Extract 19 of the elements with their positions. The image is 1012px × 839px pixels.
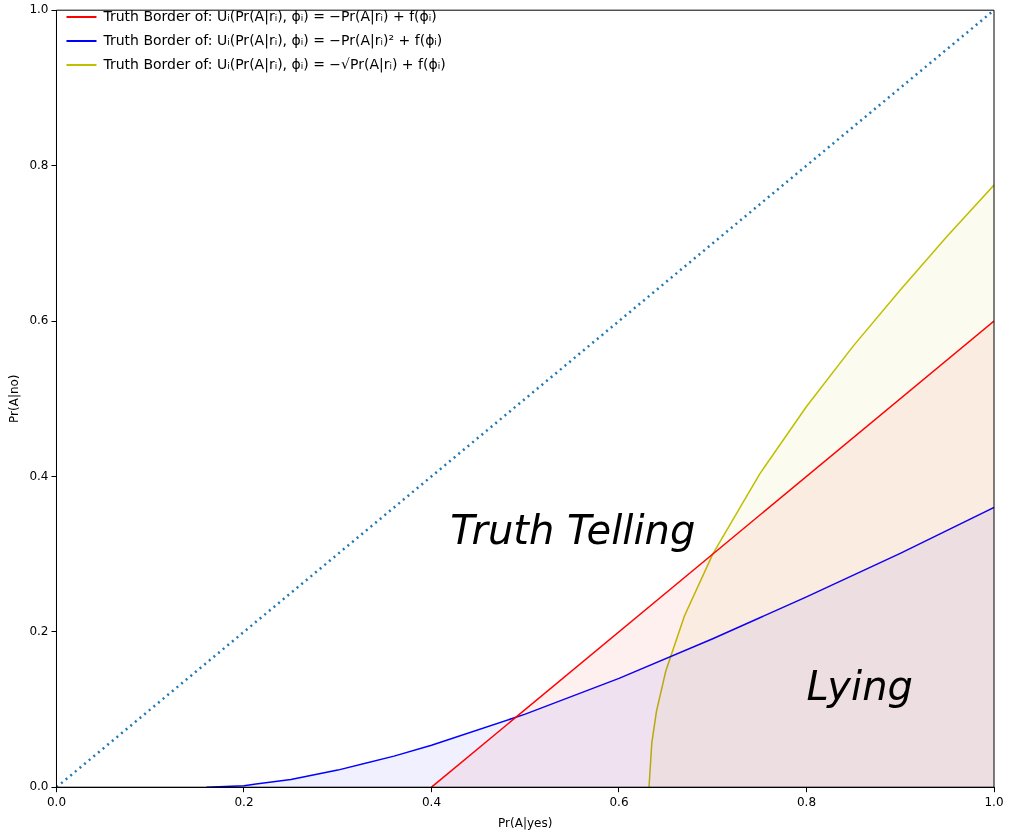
y-tick-label: 0.6 — [29, 313, 49, 328]
y-tick-label: 0.8 — [29, 157, 49, 172]
y-tick-label: 0.2 — [29, 623, 49, 638]
x-tick-label: 0.4 — [421, 794, 442, 809]
annotation: Truth Telling — [450, 507, 696, 554]
y-axis-title: Pr(A|no) — [7, 374, 22, 423]
x-tick-label: 0.0 — [46, 794, 67, 809]
x-tick-label: 1.0 — [984, 794, 1004, 809]
x-tick-label: 0.8 — [796, 794, 817, 809]
legend-label: Truth Border of: Uᵢ(Pr(A|rᵢ), ϕᵢ) = −√Pr(A|rᵢ) + f(ϕᵢ) — [102, 55, 446, 73]
y-tick-label: 0.4 — [29, 468, 49, 483]
legend-label: Truth Border of: Uᵢ(Pr(A|rᵢ), ϕᵢ) = −Pr(A|rᵢ) + f(ϕᵢ) — [102, 7, 437, 25]
x-tick-label: 0.6 — [609, 794, 629, 809]
y-tick-label: 1.0 — [29, 2, 49, 17]
y-tick-label: 0.0 — [29, 779, 49, 794]
x-tick-label: 0.2 — [234, 794, 254, 809]
legend-label: Truth Border of: Uᵢ(Pr(A|rᵢ), ϕᵢ) = −Pr(A|rᵢ)² + f(ϕᵢ) — [102, 31, 443, 49]
annotation: Lying — [806, 662, 913, 709]
x-axis-title: Pr(A|yes) — [498, 815, 553, 830]
